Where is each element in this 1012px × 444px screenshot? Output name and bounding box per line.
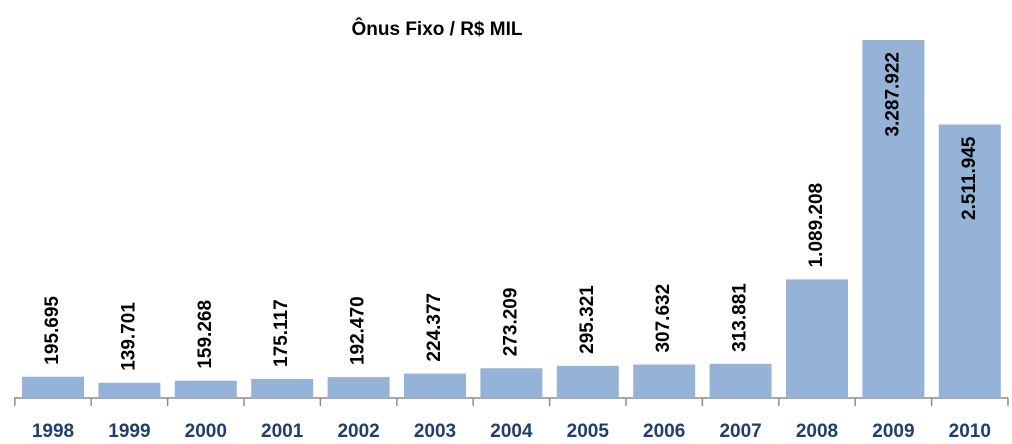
bar	[327, 377, 390, 398]
x-tick-label: 2006	[643, 421, 685, 442]
x-tick-label: 2000	[185, 421, 227, 442]
x-tick-label: 2005	[567, 421, 610, 442]
x-tick-label: 2002	[337, 421, 379, 442]
bar	[22, 376, 84, 398]
bar	[938, 124, 1001, 399]
x-tick-label: 2003	[414, 421, 456, 442]
data-label: 139.701	[118, 302, 139, 371]
x-tick-label: 2007	[719, 421, 761, 442]
bar	[556, 365, 619, 398]
data-label: 313.881	[730, 283, 751, 352]
bar	[98, 382, 161, 398]
bar	[786, 279, 848, 398]
x-tick-label: 2009	[872, 421, 914, 442]
data-label: 2.511.945	[959, 136, 980, 220]
x-tick-label: 2004	[490, 421, 533, 442]
bar	[174, 380, 237, 398]
data-label: 1.089.208	[806, 183, 827, 268]
x-tick-label: 2008	[796, 421, 838, 442]
data-label: 273.209	[500, 288, 521, 357]
data-label: 195.695	[42, 296, 63, 365]
x-tick-label: 1999	[108, 421, 150, 442]
bar	[862, 40, 925, 398]
data-label: 192.470	[348, 296, 369, 365]
data-label: 307.632	[653, 284, 674, 353]
bar	[709, 363, 772, 398]
x-tick-label: 2010	[949, 421, 991, 442]
data-label: 3.287.922	[882, 52, 903, 137]
bar	[251, 378, 314, 398]
bar	[480, 368, 543, 398]
data-label: 175.117	[271, 299, 292, 367]
bar	[404, 373, 466, 398]
x-tick-label: 1998	[32, 421, 74, 442]
data-label: 224.377	[424, 293, 445, 362]
x-tick-label: 2001	[261, 421, 304, 442]
chart-title: Ônus Fixo / R$ MIL	[351, 18, 522, 40]
bar	[633, 364, 696, 398]
data-label: 295.321	[577, 285, 598, 354]
data-label: 159.268	[195, 300, 216, 369]
